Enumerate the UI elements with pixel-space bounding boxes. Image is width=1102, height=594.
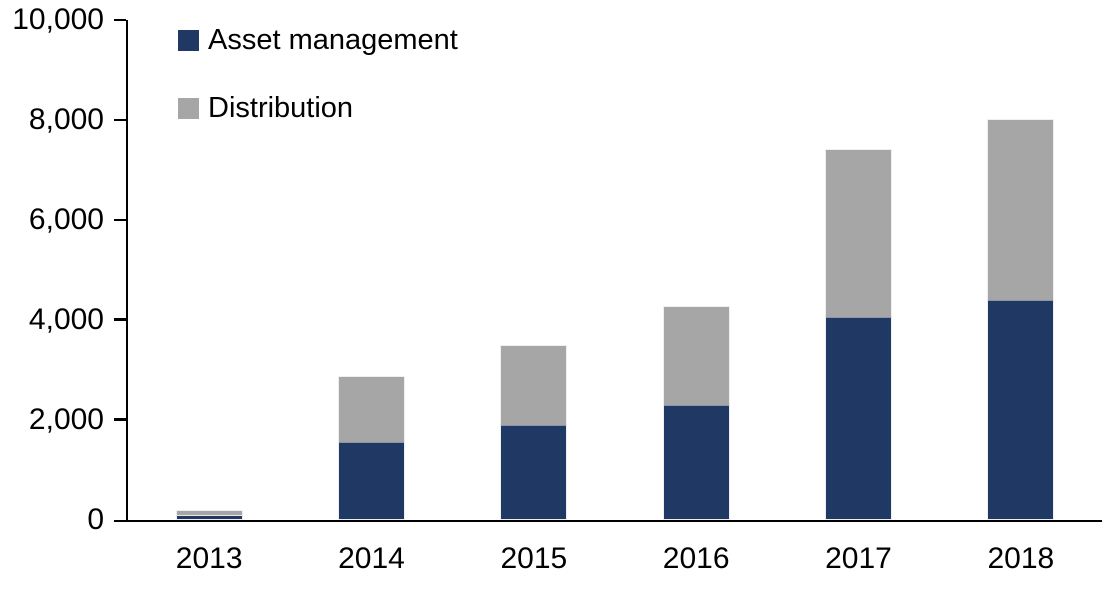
bar-segment-distribution-2014 xyxy=(339,377,404,443)
x-axis-label-2016: 2016 xyxy=(662,542,730,575)
y-axis-tick-label: 6,000 xyxy=(28,202,104,236)
y-axis-tick-label: 4,000 xyxy=(28,302,104,336)
y-axis-tick-mark xyxy=(113,418,126,421)
x-axis-label-2018: 2018 xyxy=(987,542,1055,575)
bar-segment-distribution-2018 xyxy=(988,119,1054,300)
bar-segment-asset-management-2017 xyxy=(826,317,891,520)
bar-segment-distribution-2016 xyxy=(663,307,729,405)
x-axis-label-2017: 2017 xyxy=(825,542,892,575)
bar-segment-asset-management-2015 xyxy=(501,424,567,520)
y-axis-tick-label: 0 xyxy=(87,502,104,536)
y-axis-tick-label: 2,000 xyxy=(28,402,104,436)
y-axis-line xyxy=(125,20,128,522)
y-axis-tick-mark xyxy=(113,118,126,122)
legend-item-asset-management: Asset management xyxy=(178,23,458,56)
legend-label: Distribution xyxy=(208,91,354,124)
legend-swatch-asset-management xyxy=(178,29,199,51)
bar-segment-distribution-2017 xyxy=(826,149,891,318)
x-axis-label-2015: 2015 xyxy=(500,542,568,575)
y-axis-tick-label: 10,000 xyxy=(12,3,104,36)
x-axis-label-2014: 2014 xyxy=(338,542,405,575)
bar-segment-asset-management-2016 xyxy=(663,404,729,520)
legend-label: Asset management xyxy=(208,23,458,56)
chart-legend: Asset management Distribution xyxy=(178,23,458,164)
y-axis-tick-label: 8,000 xyxy=(28,102,104,136)
legend-swatch-distribution xyxy=(178,97,199,119)
y-axis-tick-mark xyxy=(113,18,126,22)
bar-segment-asset-management-2014 xyxy=(339,442,404,520)
bar-segment-asset-management-2018 xyxy=(988,299,1054,520)
y-axis-tick-mark xyxy=(113,218,126,222)
x-axis-line xyxy=(113,519,1102,522)
bar-segment-asset-management-2013 xyxy=(176,515,242,520)
bar-segment-distribution-2015 xyxy=(501,345,567,425)
legend-item-distribution: Distribution xyxy=(178,91,458,124)
bar-segment-distribution-2013 xyxy=(176,510,242,516)
x-axis-label-2013: 2013 xyxy=(175,542,243,575)
y-axis-tick-mark xyxy=(113,318,126,321)
